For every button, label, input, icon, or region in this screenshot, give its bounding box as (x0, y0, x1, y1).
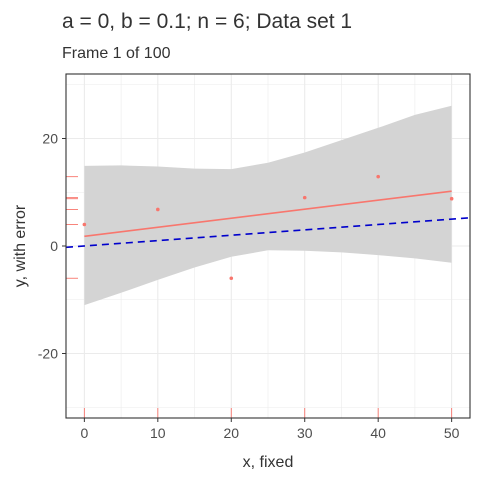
x-tick-label: 10 (150, 425, 166, 441)
true-line (65, 216, 471, 249)
axes: 0 10 20 30 40 50 -20 0 20 (38, 73, 471, 441)
confidence-band (84, 105, 452, 306)
chart-title: a = 0, b = 0.1; n = 6; Data set 1 (62, 10, 352, 33)
rug-marks (66, 176, 453, 418)
y-tick-label: 20 (42, 131, 58, 147)
data-point (82, 222, 87, 227)
x-tick-label: 30 (297, 425, 313, 441)
line-layer (65, 190, 471, 249)
y-tick-label: -20 (38, 346, 58, 362)
x-tick-label: 50 (444, 425, 460, 441)
x-tick-label: 40 (370, 425, 386, 441)
data-point (302, 195, 307, 200)
data-point (229, 276, 234, 281)
y-tick-label: 0 (50, 238, 58, 254)
data-points (82, 174, 454, 281)
data-point (376, 174, 380, 179)
data-point (449, 196, 454, 201)
y-axis-title: y, with error (12, 204, 29, 287)
x-axis-title: x, fixed (243, 454, 294, 471)
fit-line (84, 190, 452, 238)
x-tick-label: 20 (223, 425, 239, 441)
data-point (156, 207, 160, 212)
chart-subtitle: Frame 1 of 100 (62, 45, 171, 62)
x-tick-label: 0 (80, 425, 88, 441)
confidence-band-layer (84, 105, 452, 306)
